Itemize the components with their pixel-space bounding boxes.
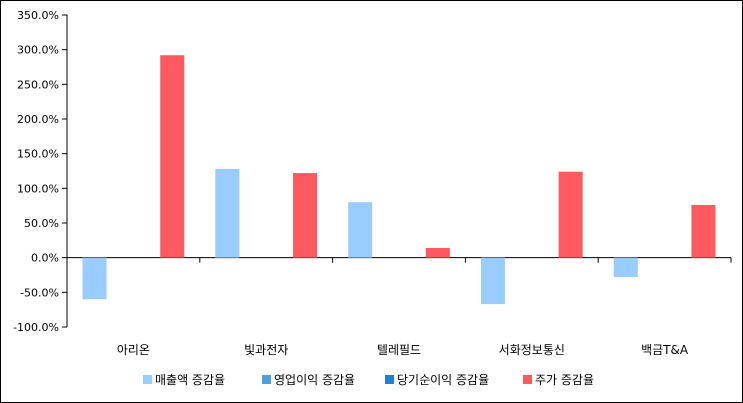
category-label: 백금T&A — [641, 343, 689, 357]
legend-label: 당기순이익 증감율 — [397, 373, 489, 387]
legend-swatch — [262, 375, 271, 384]
legend-label: 매출액 증감율 — [155, 373, 225, 387]
legend-swatch — [523, 375, 532, 384]
legend-swatch — [385, 375, 394, 384]
bar-1-4 — [480, 257, 505, 305]
y-tick-labels: -100.0% -50.0% 0.0% 50.0% 100.0% 150.0% 200.0%… — [13, 9, 59, 334]
category-labels: 아리온 빛과전자 텔레필드 서화정보통신 백금T&A — [117, 343, 689, 357]
y-tick-label: 150.0% — [17, 148, 59, 161]
bar-4-4 — [558, 171, 583, 258]
y-tick-label: 50.0% — [24, 217, 59, 230]
y-tick-label: 300.0% — [17, 44, 59, 57]
bar-1-1 — [82, 257, 107, 300]
legend-label: 주가 증감율 — [535, 373, 594, 387]
legend: 매출액 증감율 영업이익 증감율 당기순이익 증감율 주가 증감율 — [143, 373, 594, 387]
bars — [82, 55, 716, 305]
category-label: 아리온 — [117, 343, 150, 357]
bar-4-2 — [293, 173, 318, 258]
category-label: 빛과전자 — [244, 343, 288, 357]
y-tick-label: 0.0% — [31, 252, 59, 265]
bar-1-3 — [348, 202, 373, 258]
bar-1-5 — [613, 257, 638, 278]
y-tick-label: -50.0% — [20, 286, 59, 299]
category-label: 서화정보통신 — [499, 343, 565, 357]
y-tick-label: 250.0% — [17, 78, 59, 91]
category-label: 텔레필드 — [377, 343, 421, 357]
y-tick-label: -100.0% — [13, 321, 59, 334]
legend-label: 영업이익 증감율 — [274, 373, 355, 387]
bar-1-2 — [215, 168, 240, 258]
bar-4-5 — [691, 204, 716, 258]
legend-swatch — [143, 375, 152, 384]
y-tick-label: 350.0% — [17, 9, 59, 22]
bar-4-1 — [160, 55, 185, 258]
y-tick-label: 100.0% — [17, 182, 59, 195]
y-tick-label: 200.0% — [17, 113, 59, 126]
bar-4-3 — [425, 247, 450, 258]
